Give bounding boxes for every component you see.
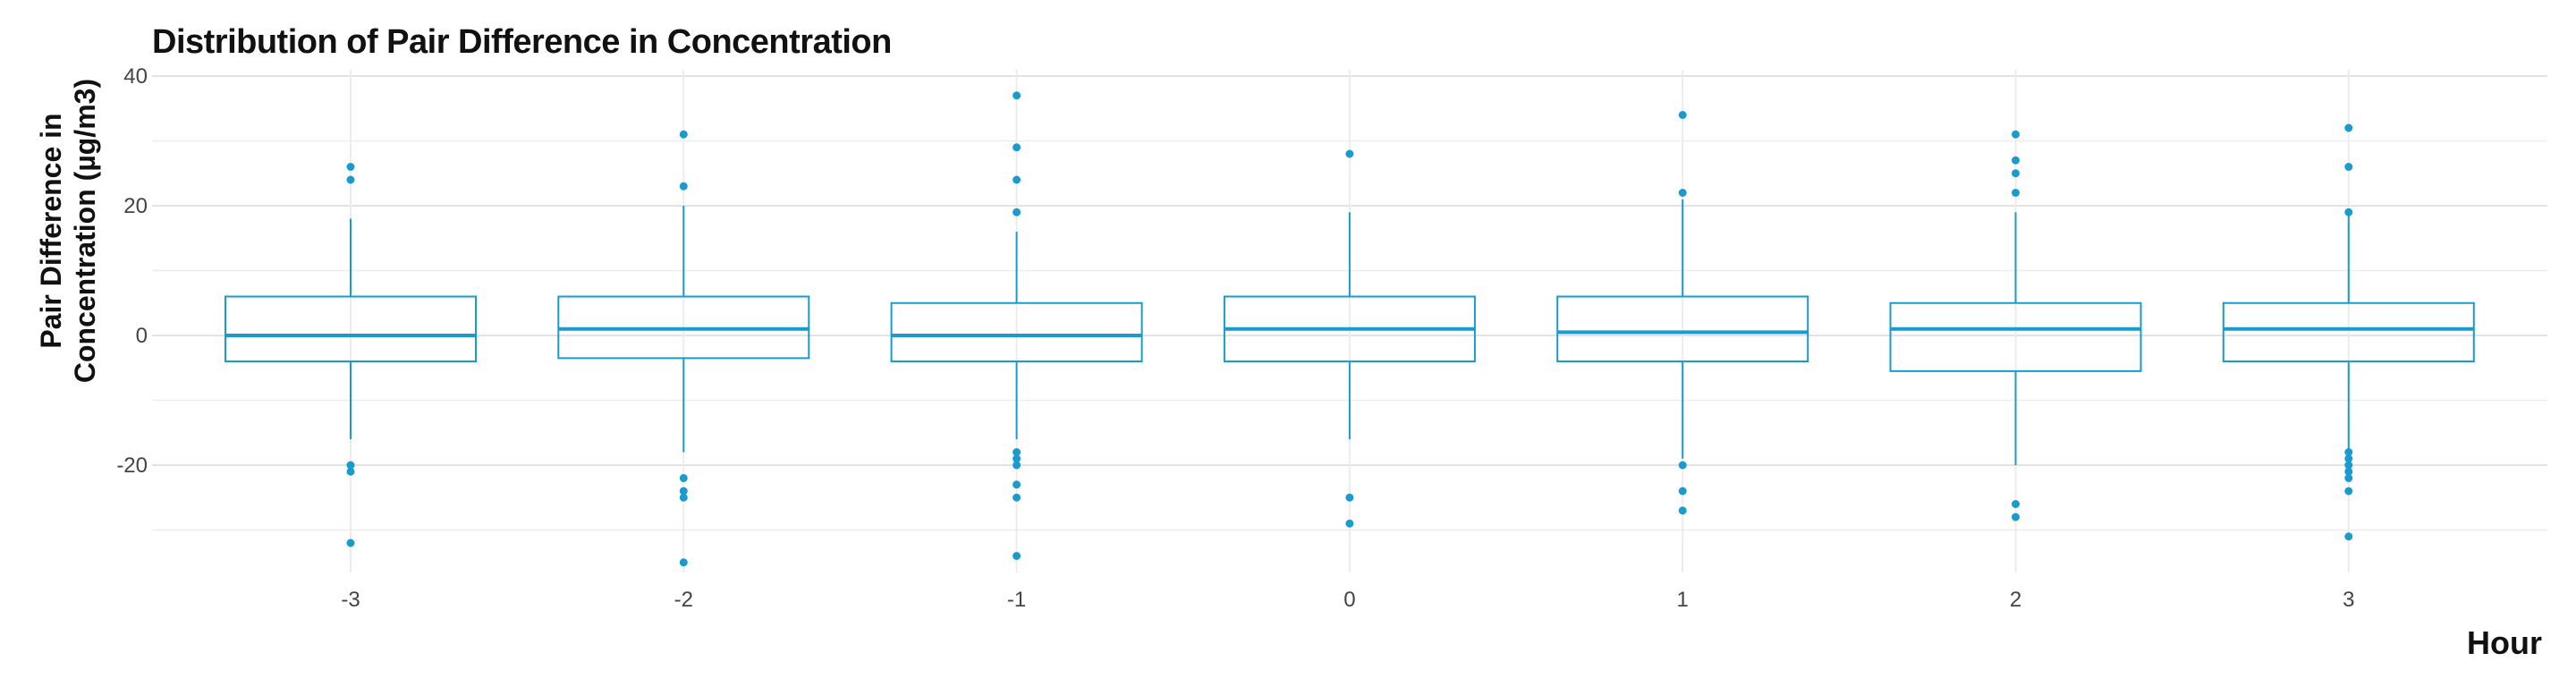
outlier-point [1013, 91, 1021, 100]
outlier-point [2344, 208, 2353, 216]
y-tick-label: 40 [123, 64, 148, 89]
box-group [557, 130, 810, 567]
outlier-point [346, 461, 355, 470]
outlier-point [1345, 493, 1354, 502]
box [890, 301, 1143, 362]
x-tick-label: 0 [1343, 588, 1355, 612]
outlier-point [1013, 448, 1021, 456]
box [225, 295, 477, 362]
outlier-point [1013, 454, 1021, 463]
outlier-point [346, 163, 355, 171]
outlier-point [1013, 552, 1021, 560]
outlier-point [1678, 189, 1687, 197]
box-layer [225, 91, 2475, 567]
outlier-point [346, 467, 355, 476]
outlier-point [1013, 208, 1021, 216]
box [1889, 301, 2142, 372]
outlier-point [2012, 189, 2020, 197]
y-tick-labels: -20 0 20 40 [116, 64, 148, 478]
x-tick-label: -1 [1007, 588, 1026, 612]
outlier-point [2344, 123, 2353, 132]
outlier-point [1013, 493, 1021, 502]
x-tick-label: 3 [2343, 588, 2354, 612]
outlier-point [2344, 163, 2353, 171]
box-group [2222, 123, 2475, 541]
outlier-point [1678, 111, 1687, 119]
outlier-point [1013, 175, 1021, 184]
outlier-point [679, 474, 688, 482]
outlier-point [1013, 480, 1021, 489]
grid-layer [152, 70, 2547, 572]
outlier-point [679, 130, 688, 139]
outlier-point [2344, 467, 2353, 476]
outlier-point [2344, 461, 2353, 470]
outlier-point [346, 175, 355, 184]
outlier-point [1013, 143, 1021, 152]
box-group [1556, 111, 1809, 515]
box-group [1889, 130, 2142, 522]
box [1556, 295, 1809, 362]
outlier-point [1678, 487, 1687, 496]
x-tick-label: 2 [2010, 588, 2021, 612]
outlier-point [2012, 130, 2020, 139]
box-group [225, 163, 477, 547]
outlier-point [1013, 461, 1021, 470]
x-tick-label: -3 [341, 588, 360, 612]
outlier-point [1678, 461, 1687, 470]
outlier-point [2012, 156, 2020, 165]
outlier-point [2344, 532, 2353, 541]
chart-title: Distribution of Pair Difference in Conce… [152, 23, 892, 61]
outlier-point [679, 182, 688, 191]
x-tick-label: -2 [674, 588, 693, 612]
outlier-point [2344, 474, 2353, 482]
outlier-point [1345, 519, 1354, 528]
box-group [1223, 149, 1476, 528]
y-tick-label: -20 [116, 454, 148, 478]
outlier-point [2012, 500, 2020, 508]
outlier-point [679, 558, 688, 567]
box [2222, 301, 2475, 362]
outlier-point [2012, 513, 2020, 522]
outlier-point [1678, 506, 1687, 515]
x-tick-label: 1 [1677, 588, 1689, 612]
y-tick-label: 0 [136, 324, 148, 348]
outlier-point [679, 493, 688, 502]
x-axis-title: Hour [2467, 624, 2542, 661]
outlier-point [679, 487, 688, 496]
outlier-point [1345, 149, 1354, 158]
outlier-point [2012, 169, 2020, 178]
outlier-point [2344, 448, 2353, 456]
outlier-point [346, 539, 355, 547]
outlier-point [2344, 487, 2353, 496]
box-group [890, 91, 1143, 560]
y-tick-label: 20 [123, 194, 148, 218]
x-tick-labels: -3 -2 -1 0 1 2 3 [341, 588, 2354, 612]
outlier-point [2344, 454, 2353, 463]
